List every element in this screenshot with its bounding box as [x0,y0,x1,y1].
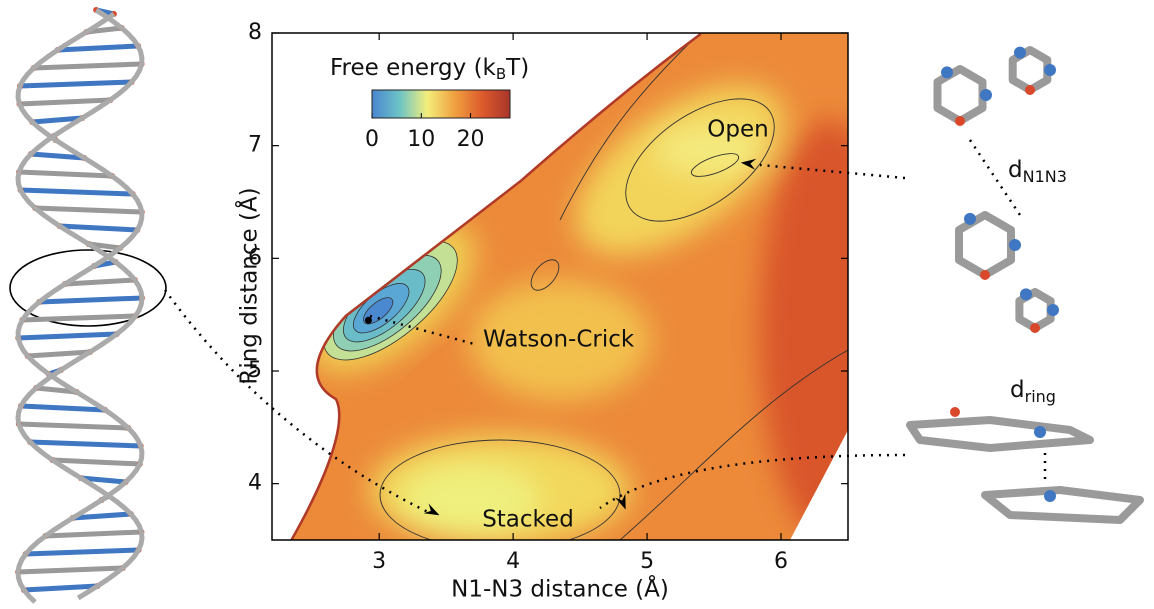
ring [906,416,1094,452]
base-pair [20,403,106,413]
base-pair [80,475,126,485]
x-tick-label: 5 [640,549,654,574]
connectors [163,139,1047,515]
arrow-head [740,158,757,170]
annotation-label: Watson-Crick [483,327,635,353]
atom [1020,288,1032,301]
y-tick-label: 5 [248,358,262,383]
atom [950,407,960,417]
sugar [1008,46,1056,95]
y-tick-label: 7 [248,133,262,158]
backbone [15,11,145,604]
atom [955,116,965,126]
colorbar-tick-label: 0 [365,127,379,152]
base-pair [23,583,98,593]
base-pair [18,169,113,179]
base-pair [86,25,122,35]
atom [964,212,976,225]
annotation-label: Stacked [482,507,574,533]
x-tick-label: 6 [774,549,788,574]
adenine [933,65,992,126]
sugar [1015,288,1059,333]
base-pair [22,313,136,323]
base-pair [72,511,131,521]
highlight-ellipse [9,249,167,327]
x-axis-label: N1-N3 distance (Å) [451,575,669,603]
ring [981,486,1144,524]
base-pair [39,295,143,305]
atom [941,66,953,79]
atom [1030,323,1040,333]
atom [1044,490,1056,502]
atom [980,270,990,280]
base-pair [33,61,142,71]
base-pair [52,457,140,467]
base-pair [17,565,123,575]
backbone [15,7,145,601]
colorbar-tick-label: 10 [407,127,435,152]
atom [980,89,992,101]
base-pair [25,547,139,557]
y-tick-label: 6 [248,245,262,270]
y-axis-label: Ring distance (Å) [235,187,263,384]
y-tick-label: 8 [248,20,262,45]
thymine [955,211,1021,280]
base-pair [19,79,132,89]
arrow-head [423,503,440,516]
atom [1047,304,1059,316]
base-pair [45,529,142,539]
stacked-bases [906,407,1144,524]
atom [1014,46,1026,59]
y-tick-label: 4 [248,471,262,496]
energy-landscape [290,33,848,540]
ring [955,211,1015,279]
colorbar-tick-label: 20 [457,127,485,152]
base-pair [32,115,83,125]
atom [1034,426,1046,438]
atom [1025,85,1035,95]
base-pair [59,223,138,233]
base-pair [64,277,135,287]
annotation-label: Open [707,117,768,143]
base-pair [30,151,85,161]
base-pair [35,205,142,215]
base-pair [18,331,117,341]
x-tick-label: 3 [372,549,386,574]
distance-label: dring [1010,377,1056,406]
base-pair [30,439,141,449]
arrow-head [615,493,626,510]
base-pair [18,421,129,431]
atom [1044,64,1056,76]
base-pair [35,385,77,395]
colorbar: Free energy (kBT) 0 10 20 [330,55,529,153]
distance-label: dN1N3 [1008,157,1067,186]
colorbar-scale [371,89,511,119]
base-pair [20,187,133,197]
base-pair [19,97,111,107]
x-tick-label: 4 [506,549,520,574]
base-pair [27,349,91,359]
base-pair [57,43,139,53]
minimum-marker [364,316,372,324]
dna-helix [15,7,145,604]
plot-frame [271,32,849,541]
atom [1009,239,1021,251]
colorbar-label: Free energy (kBT) [330,55,529,83]
